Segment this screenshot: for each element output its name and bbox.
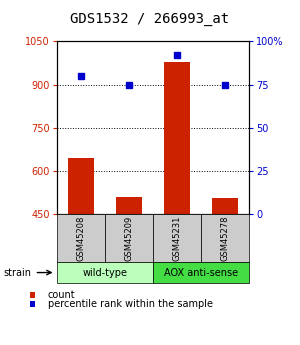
Text: GSM45208: GSM45208: [76, 215, 85, 261]
Text: AOX anti-sense: AOX anti-sense: [164, 268, 238, 277]
Text: count: count: [48, 290, 76, 299]
Bar: [68, 158, 94, 214]
Text: GSM45278: GSM45278: [220, 215, 230, 261]
Bar: [212, 198, 238, 214]
Text: wild-type: wild-type: [82, 268, 128, 277]
Text: percentile rank within the sample: percentile rank within the sample: [48, 299, 213, 309]
Bar: [164, 61, 190, 214]
Text: strain: strain: [3, 268, 31, 277]
Text: GSM45231: GSM45231: [172, 215, 182, 261]
Bar: [116, 197, 142, 214]
Text: GSM45209: GSM45209: [124, 215, 134, 261]
Text: GDS1532 / 266993_at: GDS1532 / 266993_at: [70, 12, 230, 26]
